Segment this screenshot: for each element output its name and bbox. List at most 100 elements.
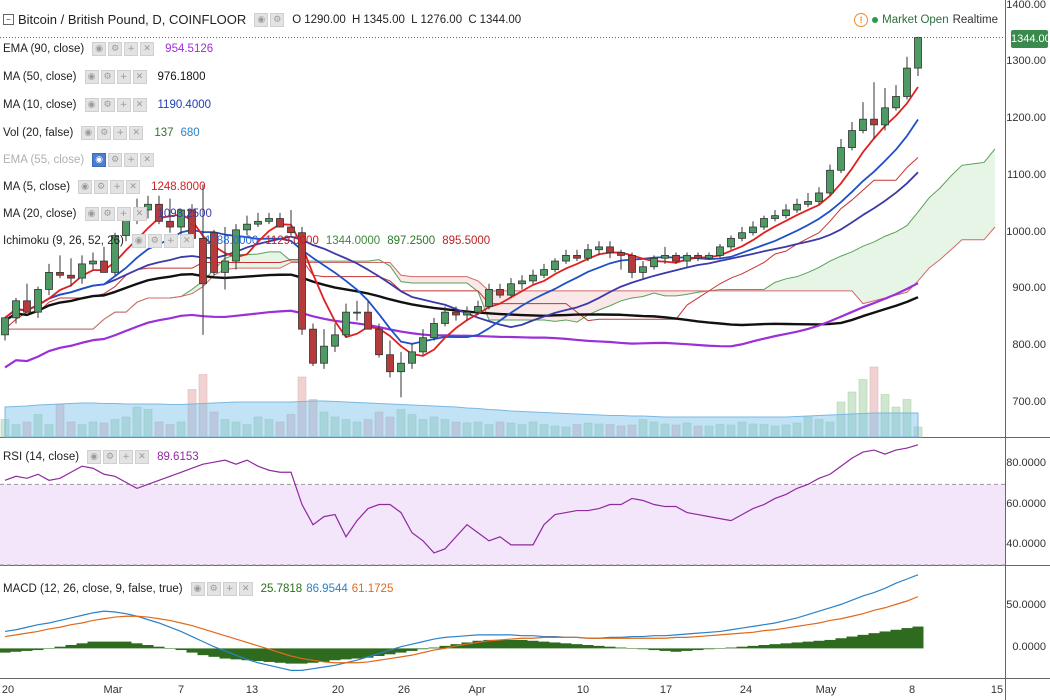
- indicator-controls[interactable]: ◉ ⚙ + ✕: [81, 126, 144, 140]
- last-price-tag: 1344.00: [1011, 30, 1050, 48]
- candle-body: [375, 328, 383, 356]
- indicator-row[interactable]: MA (50, close) ◉ ⚙ + ✕ 976.1800: [3, 70, 205, 84]
- settings-icon[interactable]: ⚙: [108, 153, 123, 167]
- eye-icon[interactable]: ◉: [254, 12, 269, 27]
- settings-icon[interactable]: ⚙: [100, 207, 115, 221]
- candle-body: [804, 201, 812, 205]
- candle-body: [496, 289, 504, 296]
- macd-histogram-bar: [791, 642, 803, 649]
- candle-body: [661, 254, 669, 259]
- candle-body: [45, 272, 53, 290]
- add-icon[interactable]: +: [163, 234, 178, 248]
- eye-icon[interactable]: ◉: [84, 70, 99, 84]
- add-icon[interactable]: +: [113, 126, 128, 140]
- indicator-controls[interactable]: ◉ ⚙ + ✕: [92, 153, 155, 167]
- macd-histogram-bar: [472, 640, 484, 649]
- candle-body: [309, 328, 317, 364]
- candle-body: [507, 283, 515, 296]
- macd-histogram-bar: [428, 647, 440, 649]
- settings-icon[interactable]: ⚙: [100, 98, 115, 112]
- close-icon[interactable]: ✕: [126, 180, 141, 194]
- close-icon[interactable]: ✕: [132, 70, 147, 84]
- macd-histogram-bar: [87, 641, 99, 649]
- indicator-row[interactable]: MA (20, close) ◉ ⚙ + ✕ 1093.2500: [3, 207, 212, 221]
- indicator-controls[interactable]: ◉ ⚙ + ✕: [78, 180, 141, 194]
- time-tick-label: 8: [908, 684, 916, 696]
- add-icon[interactable]: +: [124, 153, 139, 167]
- rsi-controls[interactable]: ◉ ⚙ + ✕: [87, 450, 150, 464]
- close-icon[interactable]: ✕: [132, 207, 147, 221]
- time-tick-label: Mar: [103, 684, 123, 696]
- ichimoku-cloud-segment: [951, 165, 962, 250]
- indicator-controls[interactable]: ◉ ⚙ + ✕: [92, 42, 155, 56]
- indicator-row[interactable]: EMA (90, close) ◉ ⚙ + ✕ 954.5126: [3, 42, 213, 56]
- indicator-row[interactable]: Ichimoku (9, 26, 52, 26) ◉ ⚙ + ✕ 1188.0000 112…: [3, 234, 490, 248]
- candle-body: [12, 300, 20, 319]
- settings-icon[interactable]: ⚙: [100, 70, 115, 84]
- settings-icon[interactable]: ⚙: [270, 12, 285, 27]
- macd-histogram-bar: [10, 648, 22, 652]
- macd-histogram-bar: [659, 648, 671, 651]
- eye-icon[interactable]: ◉: [81, 126, 96, 140]
- market-status-label: Market Open: [882, 14, 949, 26]
- ichimoku-cloud-segment: [511, 290, 522, 320]
- add-icon[interactable]: +: [116, 207, 131, 221]
- close-icon[interactable]: ✕: [179, 234, 194, 248]
- indicator-value: 680: [180, 127, 200, 139]
- settings-icon[interactable]: ⚙: [108, 42, 123, 56]
- macd-line: [4, 574, 919, 671]
- eye-icon[interactable]: ◉: [92, 42, 107, 56]
- warning-icon[interactable]: !: [854, 13, 869, 27]
- add-icon[interactable]: +: [110, 180, 125, 194]
- macd-histogram-bar: [769, 644, 781, 649]
- indicator-value: 1248.8000: [151, 181, 206, 193]
- settings-icon[interactable]: ⚙: [94, 180, 109, 194]
- time-tick-label: 7: [177, 684, 185, 696]
- indicator-row[interactable]: EMA (55, close) ◉ ⚙ + ✕: [3, 153, 158, 167]
- candle-body: [738, 232, 746, 239]
- ichimoku-cloud-segment: [456, 276, 467, 284]
- ichimoku-cloud-segment: [654, 290, 665, 296]
- eye-icon[interactable]: ◉: [78, 180, 93, 194]
- close-icon[interactable]: ✕: [129, 126, 144, 140]
- macd-histogram-bar: [65, 645, 77, 649]
- macd-histogram-bar: [274, 648, 286, 663]
- macd-histogram-bar: [120, 641, 132, 649]
- indicator-controls[interactable]: ◉ ⚙ + ✕: [131, 234, 194, 248]
- macd-histogram-bar: [802, 641, 814, 649]
- eye-icon[interactable]: ◉: [84, 207, 99, 221]
- price-tick-label: 1200.00: [1006, 112, 1046, 125]
- candle-body: [353, 311, 361, 314]
- eye-icon[interactable]: ◉: [92, 153, 107, 167]
- ichimoku-cloud-segment: [258, 251, 269, 269]
- close-icon[interactable]: ✕: [140, 153, 155, 167]
- ma20-line: [4, 171, 919, 329]
- add-icon[interactable]: +: [124, 42, 139, 56]
- ichimoku-cloud-segment: [566, 290, 577, 323]
- macd-controls[interactable]: ◉ ⚙ + ✕: [190, 582, 253, 596]
- candle-body: [100, 260, 108, 273]
- indicator-row[interactable]: MA (5, close) ◉ ⚙ + ✕ 1248.8000: [3, 180, 205, 194]
- indicator-row[interactable]: MA (10, close) ◉ ⚙ + ✕ 1190.4000: [3, 98, 211, 112]
- close-icon[interactable]: ✕: [132, 98, 147, 112]
- settings-icon[interactable]: ⚙: [147, 234, 162, 248]
- ichimoku-cloud-segment: [863, 241, 874, 304]
- add-icon[interactable]: +: [116, 70, 131, 84]
- macd-histogram-bar: [263, 648, 275, 662]
- eye-icon[interactable]: ◉: [84, 98, 99, 112]
- collapse-icon[interactable]: −: [3, 14, 14, 25]
- ichimoku-cloud-segment: [401, 275, 412, 284]
- indicator-controls[interactable]: ◉ ⚙ + ✕: [84, 70, 147, 84]
- price-tick-label: 700.00: [1012, 395, 1046, 408]
- add-icon[interactable]: +: [116, 98, 131, 112]
- macd-histogram-bar: [362, 648, 374, 658]
- close-icon[interactable]: ✕: [140, 42, 155, 56]
- eye-icon[interactable]: ◉: [131, 234, 146, 248]
- indicator-row[interactable]: Vol (20, false) ◉ ⚙ + ✕ 137 680: [3, 126, 200, 140]
- series-controls[interactable]: ◉ ⚙: [254, 12, 285, 27]
- indicator-controls[interactable]: ◉ ⚙ + ✕: [84, 98, 147, 112]
- indicator-controls[interactable]: ◉ ⚙ + ✕: [84, 207, 147, 221]
- market-status[interactable]: ! Market Open Realtime: [854, 13, 998, 27]
- settings-icon[interactable]: ⚙: [97, 126, 112, 140]
